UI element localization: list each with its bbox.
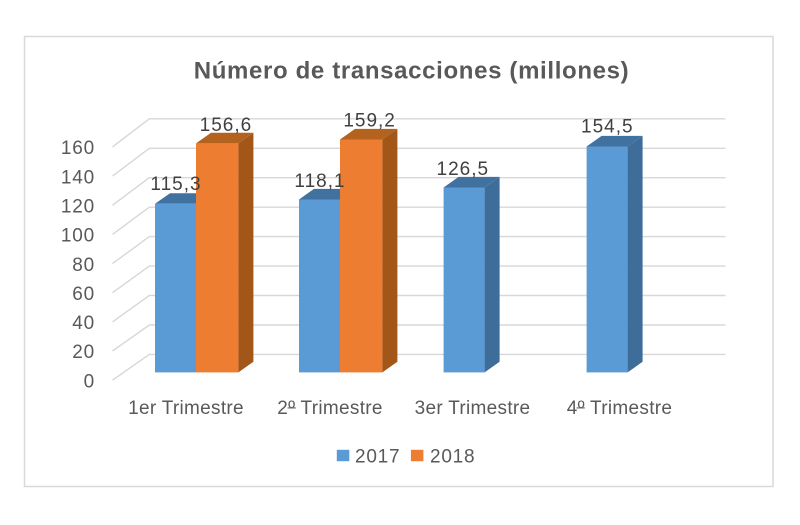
svg-text:140: 140 — [61, 167, 95, 188]
svg-text:20: 20 — [72, 342, 95, 363]
svg-text:80: 80 — [72, 255, 95, 276]
svg-text:156,6: 156,6 — [200, 115, 253, 136]
svg-text:40: 40 — [72, 313, 95, 334]
svg-text:154,5: 154,5 — [581, 117, 634, 138]
svg-text:0: 0 — [84, 371, 95, 392]
svg-text:115,3: 115,3 — [150, 174, 201, 195]
svg-text:2018: 2018 — [430, 447, 475, 468]
svg-text:118,1: 118,1 — [294, 171, 345, 192]
svg-text:1er Trimestre: 1er Trimestre — [128, 398, 244, 419]
svg-text:3er Trimestre: 3er Trimestre — [415, 398, 531, 419]
svg-text:4º Trimestre: 4º Trimestre — [567, 398, 673, 419]
svg-text:60: 60 — [72, 284, 95, 305]
svg-text:159,2: 159,2 — [343, 111, 396, 132]
svg-text:Número de transacciones (millo: Número de transacciones (millones) — [194, 58, 630, 85]
svg-text:160: 160 — [61, 138, 95, 159]
svg-text:2017: 2017 — [355, 447, 400, 468]
svg-text:126,5: 126,5 — [437, 159, 490, 180]
svg-text:2º Trimestre: 2º Trimestre — [277, 398, 383, 419]
svg-text:120: 120 — [61, 196, 95, 217]
svg-text:100: 100 — [61, 226, 95, 247]
